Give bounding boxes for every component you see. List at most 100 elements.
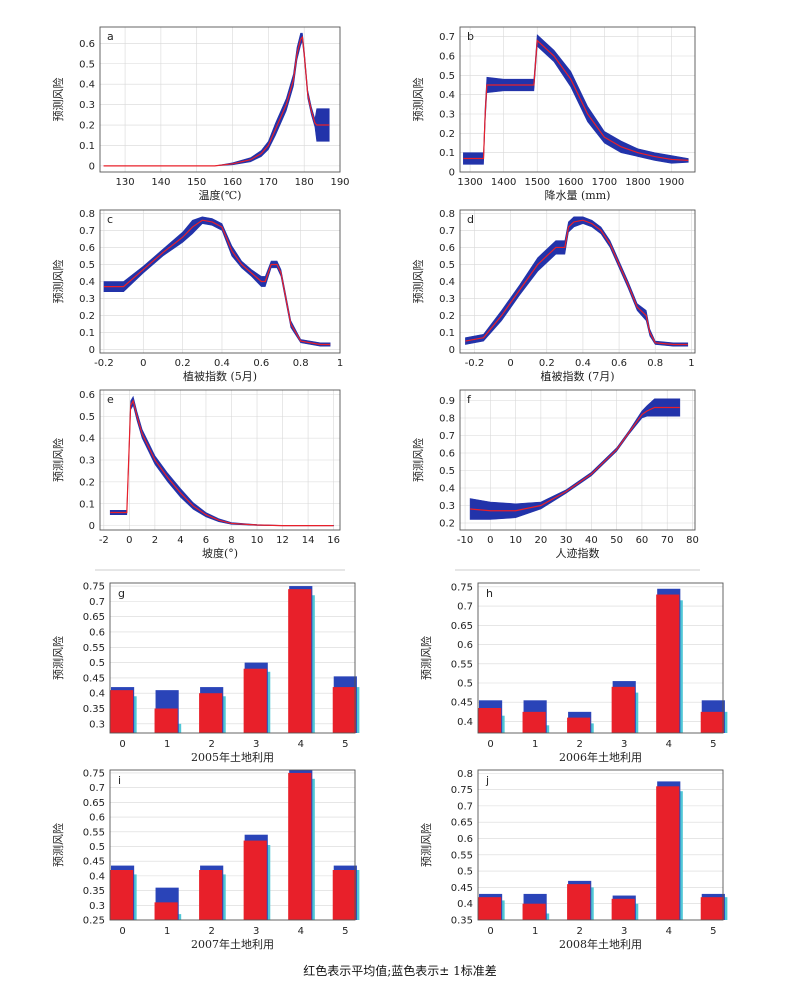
y-tick-label: 0.4 — [439, 277, 455, 288]
panel-f: -10 0 10 20 30 40 50 60 70 80 0.2 0.3 0.4 0.5 0.6 0.7 0.… — [411, 389, 699, 560]
y-tick-label: 0.6 — [89, 627, 105, 638]
x-tick-label: 0 — [119, 739, 125, 750]
mean-bar — [522, 711, 546, 733]
y-tick-label: 0.45 — [83, 673, 105, 684]
y-tick-label: 0.2 — [439, 311, 455, 322]
mean-line — [103, 219, 331, 346]
panel-label: b — [467, 30, 474, 43]
mean-bar — [243, 668, 267, 733]
y-tick-label: 0.7 — [457, 801, 473, 812]
y-tick-label: 0.5 — [439, 466, 455, 477]
x-tick-label: -2 — [99, 535, 109, 546]
y-axis-label: 预测风险 — [419, 823, 433, 867]
plot-frame — [109, 582, 356, 734]
y-tick-label: 0.6 — [79, 243, 95, 254]
y-tick-label: 0.5 — [89, 842, 105, 853]
y-tick-label: 0.2 — [79, 477, 95, 488]
y-tick-label: 0.3 — [89, 901, 105, 912]
y-tick-label: 0.7 — [79, 226, 95, 237]
y-tick-label: 0.2 — [79, 311, 95, 322]
y-axis-label: 预测风险 — [51, 78, 65, 122]
y-tick-label: 0 — [89, 345, 95, 356]
plot-frame — [459, 26, 696, 173]
mean-bar — [700, 711, 724, 733]
x-tick-label: 0.8 — [293, 358, 309, 369]
y-tick-label: 0.6 — [79, 390, 95, 401]
mean-bar — [288, 772, 312, 920]
mean-bar — [332, 870, 356, 920]
y-tick-label: 0.4 — [457, 717, 473, 728]
y-tick-label: 0.7 — [89, 597, 105, 608]
y-tick-label: 0.35 — [83, 704, 105, 715]
y-tick-label: 0.65 — [83, 612, 105, 623]
x-tick-label: 3 — [253, 739, 259, 750]
y-axis-label: 预测风险 — [411, 260, 425, 304]
y-tick-label: 0.8 — [457, 769, 473, 780]
y-tick-label: 0.5 — [439, 260, 455, 271]
x-tick-label: 1 — [688, 358, 694, 369]
y-tick-label: 0.75 — [83, 768, 105, 779]
mean-line — [470, 406, 680, 512]
mean-bar — [567, 717, 591, 733]
y-tick-label: 0.2 — [79, 121, 95, 132]
y-axis-label: 预测风险 — [51, 438, 65, 482]
x-tick-label: 0.4 — [575, 358, 591, 369]
y-tick-label: 0.75 — [451, 785, 473, 796]
x-tick-label: 5 — [342, 926, 348, 937]
y-tick-label: 0.55 — [83, 643, 105, 654]
y-tick-label: 0.3 — [79, 100, 95, 111]
x-tick-label: 1800 — [625, 177, 650, 188]
x-tick-label: 1 — [532, 926, 538, 937]
y-tick-label: 0.7 — [457, 602, 473, 613]
mean-bar — [332, 687, 356, 733]
x-tick-label: 6 — [203, 535, 209, 546]
mean-bar — [199, 693, 223, 733]
x-tick-label: 12 — [276, 535, 289, 546]
panel-h: 0.4 0.45 0.5 0.55 0.6 0.65 0.7 0.75 0 1 2 3 4 5 h 2006年… — [419, 582, 728, 764]
panel-i: 0.25 0.3 0.35 0.4 0.45 0.5 0.55 0.6 0.65 0.7 0.75 0… — [51, 768, 360, 951]
y-tick-label: 0.5 — [89, 658, 105, 669]
x-tick-label: 170 — [259, 177, 278, 188]
y-tick-label: 0.7 — [439, 32, 455, 43]
x-tick-label: 180 — [295, 177, 314, 188]
panel-a: 130 140 150 160 170 180 190 0 0.1 0.2 0.3 0.4 0.5 0.6… — [51, 26, 350, 202]
x-tick-label: 160 — [223, 177, 242, 188]
y-tick-label: 0.1 — [79, 141, 95, 152]
y-tick-label: 0.45 — [83, 857, 105, 868]
panel-label: i — [118, 774, 121, 787]
x-tick-label: 30 — [560, 535, 573, 546]
y-tick-label: 0.2 — [439, 129, 455, 140]
x-tick-label: 5 — [342, 739, 348, 750]
x-tick-label: 0 — [126, 535, 132, 546]
x-tick-label: 16 — [327, 535, 340, 546]
mean-bar — [567, 884, 591, 920]
x-tick-label: 0.2 — [175, 358, 191, 369]
x-tick-label: 2 — [576, 926, 582, 937]
y-axis-label: 预测风险 — [411, 438, 425, 482]
plot-frame — [459, 209, 696, 354]
x-tick-label: 2 — [576, 739, 582, 750]
x-tick-label: -0.2 — [94, 358, 114, 369]
x-axis-label: 坡度(°) — [202, 546, 238, 560]
x-tick-label: 20 — [534, 535, 547, 546]
x-tick-label: 3 — [621, 926, 627, 937]
x-tick-label: 0.8 — [647, 358, 663, 369]
y-tick-label: 0.35 — [83, 886, 105, 897]
x-tick-label: 0.4 — [214, 358, 230, 369]
panel-label: g — [118, 587, 125, 600]
mean-bar — [110, 870, 134, 920]
panel-label: d — [467, 213, 474, 226]
mean-bar — [288, 589, 312, 733]
x-tick-label: 5 — [710, 926, 716, 937]
x-tick-label: 0 — [487, 535, 493, 546]
y-tick-label: 0 — [449, 168, 455, 179]
y-tick-label: 0 — [89, 521, 95, 532]
y-tick-label: 0.4 — [89, 871, 105, 882]
y-tick-label: 0.4 — [79, 80, 95, 91]
y-tick-label: 0.6 — [89, 813, 105, 824]
figure-caption: 红色表示平均值;蓝色表示± 1标准差 — [303, 963, 497, 978]
y-tick-label: 0.5 — [79, 59, 95, 70]
x-tick-label: 1 — [337, 358, 343, 369]
y-tick-label: 0.65 — [451, 621, 473, 632]
y-tick-label: 0.6 — [79, 39, 95, 50]
